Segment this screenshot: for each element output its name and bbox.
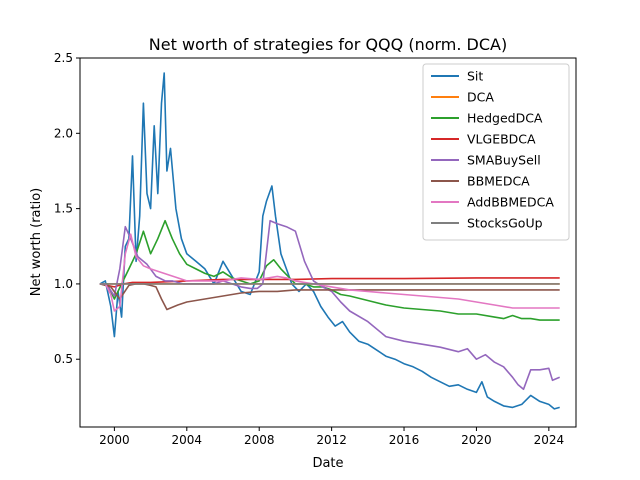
- x-tick-label: 2024: [534, 433, 565, 447]
- x-tick-label: 2012: [316, 433, 347, 447]
- legend: Sit DCA HedgedDCA VLGEBDCA SMABuySell BBMEDCA…: [422, 63, 570, 241]
- x-axis: 2000 2004 2008 2012 2016 2020 2024: [99, 427, 564, 447]
- legend-label: StocksGoUp: [467, 216, 543, 231]
- plot-lines: [99, 72, 561, 410]
- x-axis-label: Date: [312, 456, 343, 471]
- legend-label: HedgedDCA: [467, 111, 543, 126]
- series-line-hedgeddca: [99, 219, 560, 321]
- series-line-bbmedca: [99, 283, 560, 311]
- legend-label: BBMEDCA: [467, 174, 530, 189]
- legend-label: AddBBMEDCA: [467, 195, 554, 210]
- legend-box: [422, 63, 570, 241]
- x-tick-label: 2008: [244, 433, 275, 447]
- x-tick-label: 2000: [99, 433, 130, 447]
- x-tick-label: 2020: [461, 433, 492, 447]
- y-tick-label: 2.5: [54, 51, 73, 65]
- y-tick-label: 0.5: [54, 352, 73, 366]
- series-line-smabuysell: [99, 219, 561, 391]
- x-tick-label: 2016: [389, 433, 420, 447]
- plot-frame: [79, 57, 577, 428]
- chart-title: Net worth of strategies for QQQ (norm. D…: [149, 35, 507, 54]
- legend-label: DCA: [467, 90, 494, 105]
- legend-label: SMABuySell: [467, 153, 541, 168]
- series-line-addbbmedca: [99, 233, 560, 312]
- y-axis-label: Net worth (ratio): [29, 188, 44, 296]
- y-tick-label: 2.0: [54, 126, 73, 140]
- series-line-sit: [99, 72, 560, 410]
- legend-label: VLGEBDCA: [467, 132, 536, 147]
- y-tick-label: 1.0: [54, 277, 73, 291]
- y-tick-label: 1.5: [54, 202, 73, 216]
- x-tick-label: 2004: [172, 433, 203, 447]
- series-line-vlgebdca: [99, 277, 560, 288]
- y-axis: 0.5 1.0 1.5 2.0 2.5: [54, 51, 80, 366]
- legend-label: Sit: [467, 69, 483, 84]
